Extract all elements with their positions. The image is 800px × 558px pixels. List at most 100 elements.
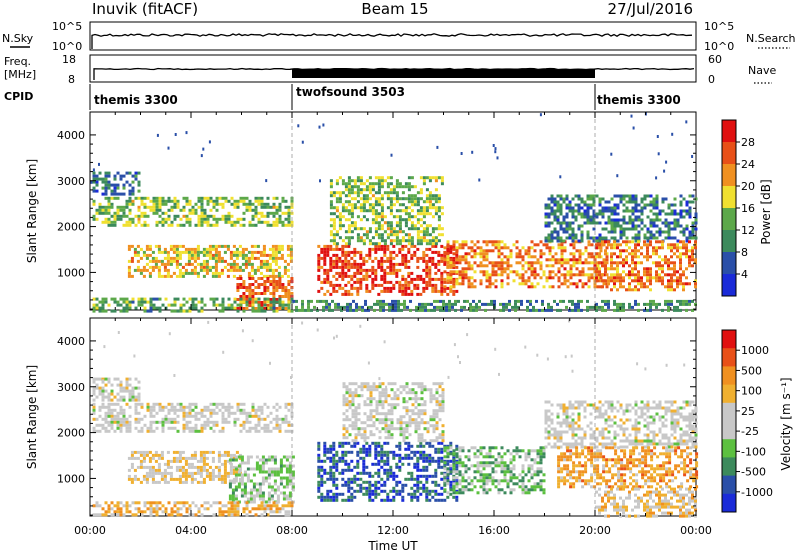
- heatmap-cell: [105, 212, 108, 215]
- heatmap-cell: [591, 243, 594, 246]
- heatmap-cell: [280, 483, 283, 486]
- heatmap-cell: [426, 200, 429, 203]
- heatmap-cell: [156, 224, 159, 227]
- heatmap-noise: [685, 120, 687, 123]
- heatmap-cell: [655, 273, 658, 276]
- heatmap-cell: [344, 454, 347, 457]
- heatmap-cell: [261, 406, 264, 409]
- heatmap-cell: [632, 228, 635, 231]
- heatmap-cell: [578, 240, 581, 243]
- heatmap-cell: [246, 301, 249, 304]
- heatmap-cell: [201, 301, 204, 304]
- nave-label: Nave: [748, 64, 776, 77]
- heatmap-cell: [242, 248, 245, 251]
- heatmap-cell: [235, 474, 238, 477]
- heatmap-cell: [572, 231, 575, 234]
- heatmap-cell: [174, 409, 177, 412]
- heatmap-cell: [557, 210, 560, 213]
- heatmap-cell: [591, 255, 594, 258]
- heatmap-cell: [435, 239, 438, 242]
- heatmap-cell: [404, 293, 407, 296]
- heatmap-cell: [260, 272, 263, 275]
- heatmap-cell: [228, 307, 231, 310]
- heatmap-cell: [519, 273, 522, 276]
- heatmap-cell: [366, 233, 369, 236]
- heatmap-cell: [134, 254, 137, 257]
- heatmap-cell: [407, 287, 410, 290]
- heatmap-cell: [344, 284, 347, 287]
- heatmap-cell: [607, 267, 610, 270]
- heatmap-cell: [356, 272, 359, 275]
- heatmap-cell: [159, 409, 162, 412]
- heatmap-cell: [264, 507, 267, 510]
- heatmap-cell: [371, 499, 374, 502]
- heatmap-cell: [326, 499, 329, 502]
- heatmap-cell: [330, 224, 333, 227]
- heatmap-cell: [152, 251, 155, 254]
- heatmap-cell: [362, 260, 365, 263]
- heatmap-cell: [359, 281, 362, 284]
- heatmap-cell: [411, 200, 414, 203]
- heatmap-cell: [426, 230, 429, 233]
- heatmap-cell: [659, 234, 662, 237]
- heatmap-cell: [168, 215, 171, 218]
- heatmap-cell: [317, 472, 320, 475]
- heatmap-cell: [265, 459, 268, 462]
- heatmap-cell: [438, 200, 441, 203]
- heatmap-cell: [186, 507, 189, 510]
- heatmap-cell: [261, 513, 264, 516]
- heatmap-cell: [429, 179, 432, 182]
- heatmap-cell: [580, 309, 583, 312]
- heatmap-cell: [483, 273, 486, 276]
- heatmap-cell: [195, 430, 198, 433]
- heatmap-cell: [405, 221, 408, 224]
- heatmap-cell: [152, 472, 155, 475]
- heatmap-cell: [203, 460, 206, 463]
- heatmap-cell: [679, 255, 682, 258]
- heatmap-cell: [212, 245, 215, 248]
- heatmap-cell: [424, 309, 427, 312]
- heatmap-cell: [560, 198, 563, 201]
- heatmap-cell: [489, 282, 492, 285]
- heatmap-cell: [664, 285, 667, 288]
- heatmap-cell: [579, 261, 582, 264]
- heatmap-cell: [566, 222, 569, 225]
- heatmap-noise: [665, 161, 667, 164]
- heatmap-cell: [108, 403, 111, 406]
- heatmap-cell: [137, 254, 140, 257]
- heatmap-noise: [691, 155, 693, 158]
- heatmap-cell: [650, 231, 653, 234]
- heatmap-cell: [267, 206, 270, 209]
- heatmap-cell: [345, 206, 348, 209]
- heatmap-cell: [674, 225, 677, 228]
- heatmap-cell: [655, 270, 658, 273]
- heatmap-cell: [462, 240, 465, 243]
- heatmap-cell: [129, 197, 132, 200]
- heatmap-cell: [279, 418, 282, 421]
- heatmap-cell: [267, 298, 270, 301]
- nsky-trace: [92, 34, 692, 49]
- heatmap-cell: [146, 245, 149, 248]
- heatmap-cell: [420, 236, 423, 239]
- heatmap-cell: [493, 300, 496, 303]
- heatmap-cell: [637, 243, 640, 246]
- heatmap-cell: [679, 258, 682, 261]
- heatmap-cell: [380, 290, 383, 293]
- heatmap-cell: [262, 459, 265, 462]
- heatmap-cell: [137, 245, 140, 248]
- heatmap-cell: [126, 200, 129, 203]
- heatmap-cell: [477, 252, 480, 255]
- heatmap-cell: [569, 210, 572, 213]
- heatmap-cell: [623, 210, 626, 213]
- heatmap-cell: [674, 204, 677, 207]
- heatmap-cell: [378, 200, 381, 203]
- heatmap-cell: [264, 510, 267, 513]
- heatmap-cell: [138, 181, 141, 184]
- heatmap-cell: [194, 257, 197, 260]
- heatmap-cell: [392, 269, 395, 272]
- heatmap-cell: [604, 279, 607, 282]
- heatmap-cell: [378, 221, 381, 224]
- heatmap-cell: [454, 303, 457, 306]
- heatmap-cell: [335, 487, 338, 490]
- heatmap-cell: [105, 418, 108, 421]
